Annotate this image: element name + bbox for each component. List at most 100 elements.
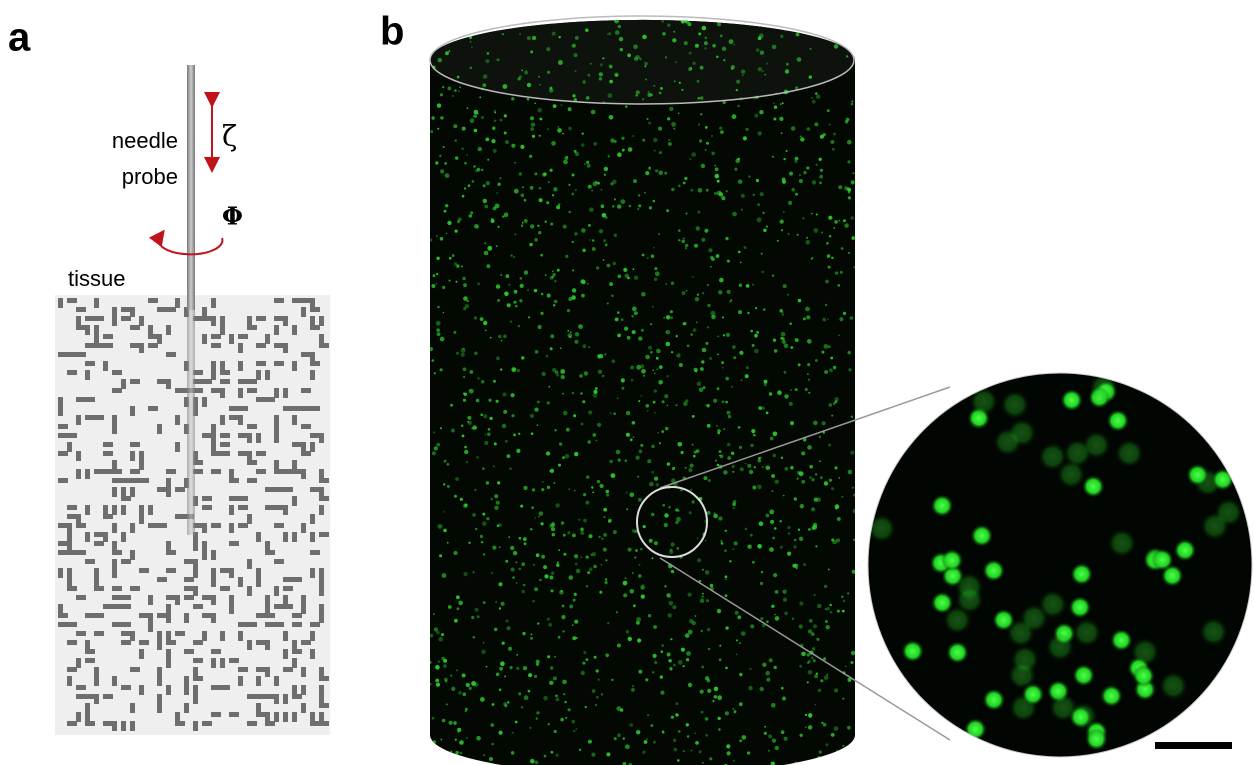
tissue-cell xyxy=(121,604,131,609)
cell xyxy=(707,404,710,407)
cell xyxy=(445,173,450,178)
cell xyxy=(450,674,452,676)
tissue-cell xyxy=(130,667,140,672)
cell xyxy=(484,251,489,256)
cell xyxy=(604,581,607,584)
tissue-cell xyxy=(112,370,122,375)
cell xyxy=(534,289,537,292)
cell xyxy=(626,433,630,437)
cell xyxy=(678,510,680,512)
cell xyxy=(766,678,770,682)
cell xyxy=(460,27,463,30)
cell xyxy=(690,489,692,491)
needle xyxy=(187,65,195,310)
cell xyxy=(701,711,704,714)
tissue-cell xyxy=(184,613,189,623)
tissue-cell xyxy=(211,568,216,578)
cell xyxy=(575,563,578,566)
cell xyxy=(701,595,704,598)
cell xyxy=(532,36,536,40)
cell xyxy=(812,100,816,104)
cell xyxy=(702,292,704,294)
cell xyxy=(766,620,769,623)
tissue-cell xyxy=(202,496,212,501)
tissue-cell xyxy=(112,604,122,609)
cell xyxy=(971,525,993,547)
tissue-cell xyxy=(292,496,297,506)
tissue-cell xyxy=(292,469,302,474)
cell xyxy=(497,299,500,302)
tissue-cell xyxy=(247,478,257,483)
cell xyxy=(565,717,567,719)
cell xyxy=(717,429,721,433)
cell xyxy=(825,304,827,306)
cell xyxy=(546,453,548,455)
cell xyxy=(599,229,603,233)
tissue-cell xyxy=(301,703,306,713)
cell xyxy=(737,105,740,108)
tissue-cell xyxy=(229,712,239,717)
cell xyxy=(769,510,774,515)
cell xyxy=(534,408,538,412)
cell xyxy=(931,495,953,517)
cell xyxy=(766,63,768,65)
cell xyxy=(519,537,522,540)
cell xyxy=(645,678,648,681)
cell xyxy=(440,739,442,741)
cell xyxy=(675,508,678,511)
cell xyxy=(557,269,560,272)
cell xyxy=(621,137,624,140)
tissue-cell xyxy=(310,316,315,326)
cell xyxy=(603,239,606,242)
cell xyxy=(478,147,482,151)
cell xyxy=(438,661,440,663)
tissue-cell xyxy=(238,631,243,641)
cell xyxy=(472,180,475,183)
cell xyxy=(516,582,518,584)
cell xyxy=(632,135,634,137)
tissue-cell xyxy=(265,694,275,699)
tissue-cell xyxy=(283,667,293,672)
tissue-cell xyxy=(274,343,284,348)
tissue-cell xyxy=(193,559,198,569)
cell xyxy=(652,306,654,308)
cell xyxy=(574,53,578,57)
tissue-cell xyxy=(67,514,77,519)
cell xyxy=(599,591,602,594)
cell xyxy=(730,301,732,303)
cell xyxy=(813,659,816,662)
cell xyxy=(993,609,1015,631)
tissue-cell xyxy=(112,424,117,434)
cell xyxy=(757,544,762,549)
tissue-cell xyxy=(166,541,171,551)
tissue-cell xyxy=(139,451,144,461)
cell xyxy=(496,284,500,288)
tissue-cell xyxy=(319,568,324,578)
tissue-cell xyxy=(211,424,216,434)
cell xyxy=(601,189,603,191)
cell xyxy=(572,392,575,395)
cell xyxy=(837,610,840,613)
cell xyxy=(581,671,585,675)
cell xyxy=(763,229,766,232)
cell xyxy=(587,74,590,77)
cell xyxy=(749,470,753,474)
cell xyxy=(769,547,774,552)
cell xyxy=(471,427,473,429)
tissue-cell xyxy=(175,298,180,308)
cell xyxy=(562,133,564,135)
cell xyxy=(476,399,480,403)
cell xyxy=(838,335,840,337)
tissue-cell xyxy=(256,451,266,456)
cell xyxy=(469,370,473,374)
cell xyxy=(698,32,701,35)
cell xyxy=(550,666,553,669)
cell xyxy=(463,307,466,310)
tissue-cell xyxy=(157,487,167,492)
cell xyxy=(809,476,812,479)
tissue-cell xyxy=(301,451,311,456)
cell xyxy=(718,717,721,720)
tissue-cell xyxy=(58,541,68,546)
cell xyxy=(825,620,828,623)
tissue-cell xyxy=(193,568,198,578)
